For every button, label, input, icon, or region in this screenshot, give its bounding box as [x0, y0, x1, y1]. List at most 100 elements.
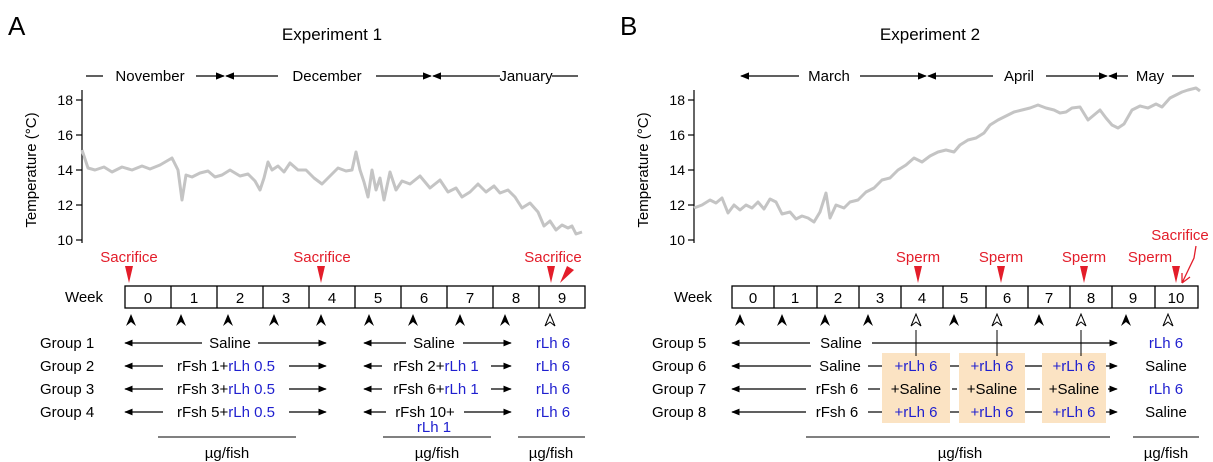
group-6-base: Saline [819, 358, 861, 375]
unit-label-a3: µg/fish [529, 445, 574, 462]
sacrifice-label-b: Sacrifice [1151, 227, 1209, 244]
group-6-end: Saline [1145, 358, 1187, 375]
panel-b-letter: B [620, 11, 637, 41]
group-rows-b [731, 339, 1118, 416]
week-2: 2 [236, 290, 244, 307]
temperature-line-b [693, 86, 1201, 224]
week-9: 9 [558, 290, 566, 307]
group-2-left-treatment: rFsh 1+rLh 0.5 [177, 358, 275, 375]
group-4-mid-extra: rLh 1 [417, 419, 451, 436]
injection-arrowheads-b [735, 312, 1174, 327]
week-b-1: 1 [791, 290, 799, 307]
week-4: 4 [328, 290, 336, 307]
group-6-box-3: +rLh 6 [1053, 358, 1096, 375]
week-1: 1 [190, 290, 198, 307]
y-axis-a [76, 90, 83, 243]
y-tick-14-b: 14 [669, 162, 685, 178]
group-4-mid-treatment: rFsh 10+ [395, 404, 455, 421]
week-b-5: 5 [960, 290, 968, 307]
sacrifice-label-3: Sacrifice [524, 249, 582, 266]
group-rows-a [124, 339, 512, 416]
week-b-4: 4 [918, 290, 926, 307]
group-3-end-treatment: rLh 6 [536, 381, 570, 398]
week-label-a: Week [65, 289, 104, 306]
y-tick-12: 12 [57, 197, 73, 213]
week-numbers-b: 0 1 2 3 4 5 6 7 8 9 10 [749, 290, 1185, 307]
y-tick-12-b: 12 [669, 197, 685, 213]
week-b-3: 3 [876, 290, 884, 307]
injection-arrowheads-a [126, 312, 556, 327]
unit-label-a1: µg/fish [205, 445, 250, 462]
week-b-9: 9 [1129, 290, 1137, 307]
sacrifice-arrow-b [1181, 245, 1197, 284]
y-tick-16-b: 16 [669, 127, 685, 143]
y-axis-label-b: Temperature (°C) [635, 112, 652, 227]
group-3-mid-treatment: rFsh 6+rLh 1 [393, 381, 478, 398]
week-8: 8 [512, 290, 520, 307]
month-march: March [808, 68, 850, 85]
group-6-name: Group 6 [652, 358, 706, 375]
month-november: November [115, 68, 184, 85]
group-7-box-1: +Saline [891, 381, 941, 398]
week-b-6: 6 [1003, 290, 1011, 307]
group-8-box-1: +rLh 6 [895, 404, 938, 421]
group-4-end-treatment: rLh 6 [536, 404, 570, 421]
group-8-base: rFsh 6 [816, 404, 859, 421]
y-tick-18-b: 18 [669, 92, 685, 108]
group-2-mid-treatment: rFsh 2+rLh 1 [393, 358, 478, 375]
week-bar-b [731, 285, 1199, 309]
group-7-end: rLh 6 [1149, 381, 1183, 398]
week-6: 6 [420, 290, 428, 307]
week-b-2: 2 [834, 290, 842, 307]
unit-label-b1: µg/fish [938, 445, 983, 462]
sperm-arrow-week6 [997, 266, 1005, 283]
sacrifice-arrow-week0 [125, 266, 133, 283]
group-1-end-treatment: rLh 6 [536, 335, 570, 352]
month-april: April [1004, 68, 1034, 85]
panel-a-title: Experiment 1 [282, 25, 382, 44]
sperm-arrow-week4 [914, 266, 922, 283]
week-b-7: 7 [1045, 290, 1053, 307]
group-8-box-3: +rLh 6 [1053, 404, 1096, 421]
week-bar-a [124, 285, 586, 309]
sperm-arrows-b [914, 266, 1180, 283]
sperm-label-4: Sperm [1128, 249, 1172, 266]
group-2-name: Group 2 [40, 358, 94, 375]
y-tick-14: 14 [57, 162, 73, 178]
sacrifice-arrows-a [125, 266, 574, 283]
sperm-arrow-week8 [1080, 266, 1088, 283]
y-tick-16: 16 [57, 127, 73, 143]
week-5: 5 [374, 290, 382, 307]
group-5-name: Group 5 [652, 335, 706, 352]
unit-label-a2: µg/fish [415, 445, 460, 462]
temperature-line-a [80, 149, 583, 236]
group-1-mid-treatment: Saline [413, 335, 455, 352]
group-7-box-3: +Saline [1049, 381, 1099, 398]
unit-label-b2: µg/fish [1144, 445, 1189, 462]
panel-b: B Experiment 2 March April May 18 16 14 … [620, 11, 1209, 462]
month-december: December [292, 68, 361, 85]
group-4-left-treatment: rFsh 5+rLh 0.5 [177, 404, 275, 421]
sperm-label-2: Sperm [979, 249, 1023, 266]
treatment-highlight-boxes [882, 353, 1106, 423]
group-1-left-treatment: Saline [209, 335, 251, 352]
group-5-end: rLh 6 [1149, 335, 1183, 352]
y-tick-10-b: 10 [669, 232, 685, 248]
group-6-box-1: +rLh 6 [895, 358, 938, 375]
panel-a: A Experiment 1 November December January… [8, 11, 586, 462]
group-3-left-treatment: rFsh 3+rLh 0.5 [177, 381, 275, 398]
week-0: 0 [144, 290, 152, 307]
sperm-label-1: Sperm [896, 249, 940, 266]
group-8-name: Group 8 [652, 404, 706, 421]
sperm-label-3: Sperm [1062, 249, 1106, 266]
sacrifice-label-1: Sacrifice [100, 249, 158, 266]
group-8-box-2: +rLh 6 [971, 404, 1014, 421]
group-7-box-2: +Saline [967, 381, 1017, 398]
panel-a-letter: A [8, 11, 26, 41]
y-axis-b [688, 90, 695, 243]
sperm-arrow-week10 [1172, 266, 1180, 283]
group-6-box-2: +rLh 6 [971, 358, 1014, 375]
group-4-name: Group 4 [40, 404, 94, 421]
sacrifice-arrow-week9a [547, 266, 555, 283]
panel-b-title: Experiment 2 [880, 25, 980, 44]
